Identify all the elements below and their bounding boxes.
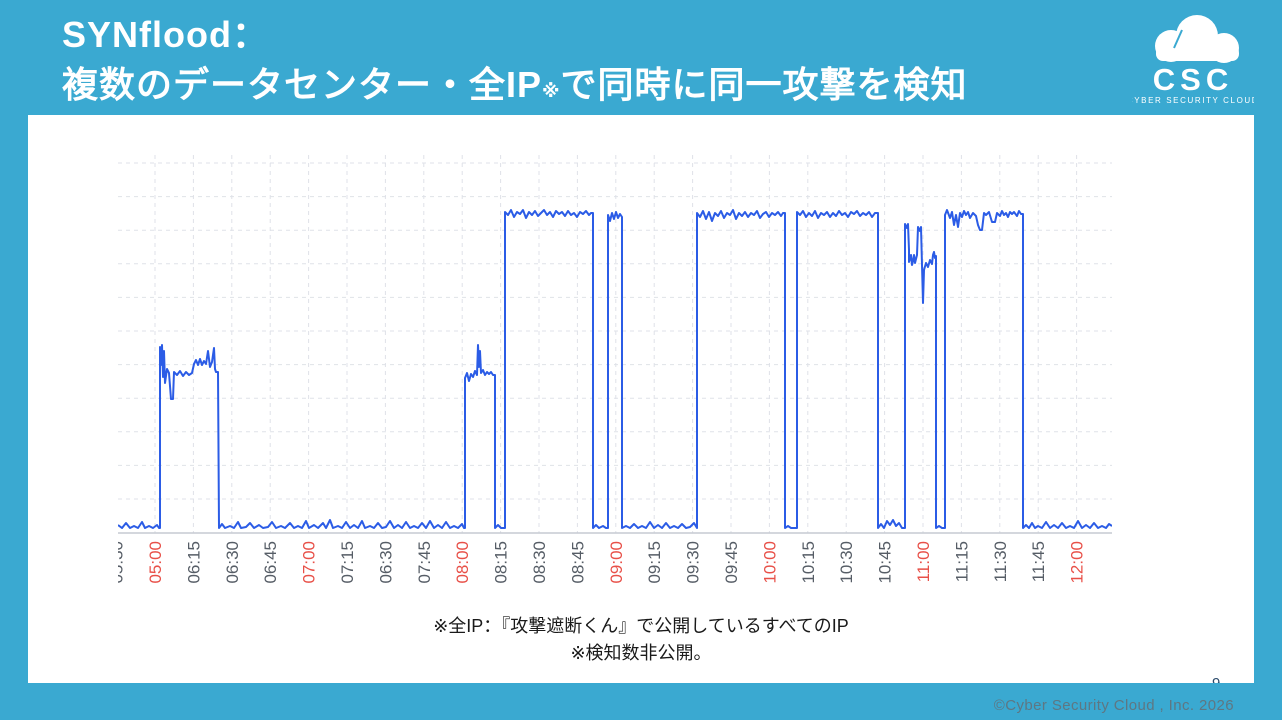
x-tick-label: 11:15: [952, 541, 971, 582]
x-tick-label: 09:30: [684, 541, 703, 584]
x-tick-label: 12:00: [1068, 541, 1087, 584]
x-tick-label: 06:15: [184, 541, 203, 584]
title-line-1: SYNflood：: [62, 14, 269, 55]
x-tick-label: 08:30: [530, 541, 549, 584]
page-number-clipped: 9: [1212, 675, 1228, 683]
x-tick-label: 06:45: [261, 541, 280, 584]
x-tick-label: 10:00: [760, 541, 779, 584]
x-tick-label: 06:30: [223, 541, 242, 584]
slide-title: SYNflood： 複数のデータセンター・全IP※で同時に同一攻撃を検知: [62, 10, 968, 116]
title-line-2: 複数のデータセンター・全IP※で同時に同一攻撃を検知: [62, 60, 968, 116]
detection-line-series: [118, 209, 1112, 529]
x-tick-label: 07:45: [415, 541, 434, 584]
x-tick-label: 08:15: [492, 541, 511, 584]
footnote: ※全IP：『攻撃遮断くん』で公開しているすべてのIP ※検知数非公開。: [28, 613, 1254, 667]
x-tick-label-clipped: 05:30: [118, 541, 127, 584]
x-tick-label: 05:00: [146, 541, 165, 584]
chart-panel: 05:30 05:00 06:15 06:30 06:45 07:00 07:15 06:30…: [118, 155, 1112, 603]
title-reference-marker: ※: [542, 81, 561, 101]
title-line-2-text: 複数のデータセンター・全IP: [62, 64, 543, 105]
chart-svg: 05:30 05:00 06:15 06:30 06:45 07:00 07:15 06:30…: [118, 155, 1112, 584]
x-tick-label: 07:00: [300, 541, 319, 584]
x-tick-label: 08:00: [453, 541, 472, 584]
footnote-line-2: ※検知数非公開。: [570, 643, 712, 663]
x-tick-label: 10:15: [799, 541, 818, 584]
x-tick-label: 11:00: [914, 541, 933, 582]
x-tick-label: 09:15: [645, 541, 664, 584]
content-area: 05:30 05:00 06:15 06:30 06:45 07:00 07:15 06:30…: [28, 115, 1254, 683]
x-tick-label: 11:30: [991, 541, 1010, 582]
logo-caption: CYBER SECURITY CLOUD: [1132, 96, 1254, 105]
x-tick-label: 10:30: [837, 541, 856, 584]
x-tick-label: 09:45: [722, 541, 741, 584]
footnote-line-1: ※全IP：『攻撃遮断くん』で公開しているすべてのIP: [433, 616, 849, 636]
x-tick-label: 06:30: [376, 541, 395, 584]
copyright-text: ©Cyber Security Cloud , Inc. 2026: [993, 697, 1234, 714]
x-tick-label: 07:15: [338, 541, 357, 584]
logo-acronym: CSC: [1153, 62, 1233, 97]
cloud-icon: CSC CYBER SECURITY CLOUD: [1127, 15, 1258, 105]
title-line-2-text-end: で同時に同一攻撃を検知: [560, 64, 968, 105]
csc-logo: CSC CYBER SECURITY CLOUD: [1127, 4, 1258, 113]
x-tick-label: 11:45: [1029, 541, 1048, 582]
x-tick-label: 10:45: [876, 541, 895, 584]
x-tick-label: 09:00: [607, 541, 626, 584]
x-tick-label: 08:45: [568, 541, 587, 584]
